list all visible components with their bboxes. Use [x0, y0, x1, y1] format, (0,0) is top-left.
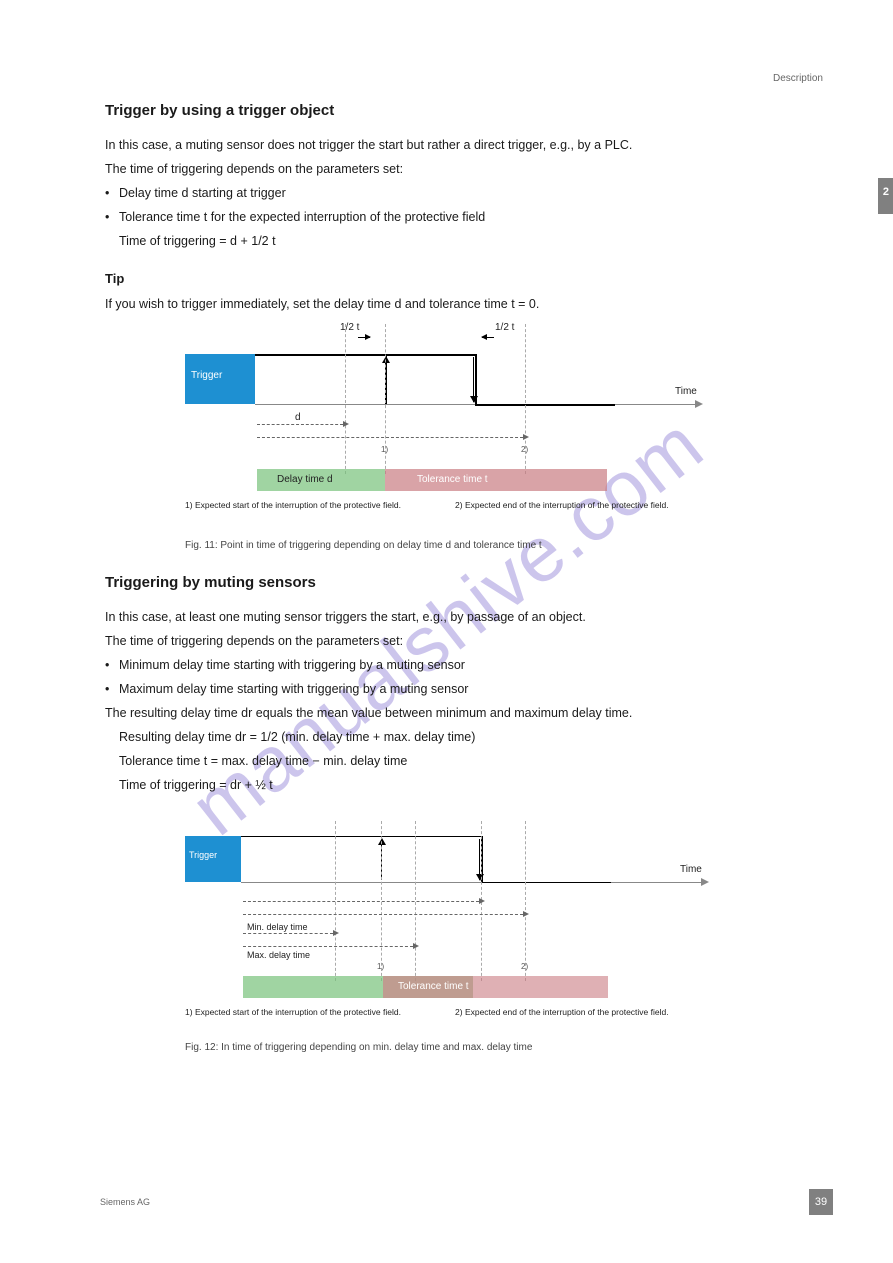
formula: Tolerance time t = max. delay time − min… — [105, 752, 795, 770]
footnote-marker: 1) — [377, 961, 384, 973]
arrow-right-icon — [701, 878, 709, 886]
half-t-label: 1/2 t — [495, 321, 514, 336]
diagram-muting-sensors: Trigger Time Min. del — [185, 811, 745, 1031]
formula: Resulting delay time dr = 1/2 (min. dela… — [105, 728, 795, 746]
trigger-label: Trigger — [191, 369, 222, 384]
heading-muting-sensors: Triggering by muting sensors — [105, 572, 795, 594]
time-label: Time — [675, 385, 697, 400]
footnote-text: 1) Expected start of the interruption of… — [185, 1006, 445, 1018]
paragraph: In this case, a muting sensor does not t… — [105, 136, 795, 154]
d-label: d — [295, 411, 301, 426]
bullet-item: Tolerance time t for the expected interr… — [105, 208, 795, 226]
min-delay-label: Min. delay time — [247, 921, 308, 934]
bullet-item: Minimum delay time starting with trigger… — [105, 656, 795, 674]
tip-heading: Tip — [105, 270, 795, 289]
footer-text: Siemens AG — [100, 1196, 150, 1209]
footnote-marker: 2) — [521, 961, 528, 973]
header-section: Description — [70, 72, 823, 87]
footnote-marker: 1) — [381, 444, 388, 456]
arrow-left-icon — [482, 337, 494, 338]
page-number: 39 — [809, 1189, 833, 1215]
footnote-text: 1) Expected start of the interruption of… — [185, 499, 445, 511]
time-label: Time — [680, 863, 702, 878]
figure-caption: Fig. 12: In time of triggering depending… — [185, 1041, 795, 1056]
main-content: Trigger by using a trigger object In thi… — [105, 100, 795, 1073]
time-axis — [241, 882, 701, 883]
section-tab-number: 2 — [883, 185, 889, 201]
footnote-marker: 2) — [521, 444, 528, 456]
tolerance-bar: Delay time d Tolerance time t — [257, 469, 607, 491]
heading-trigger-object: Trigger by using a trigger object — [105, 100, 795, 122]
paragraph: The time of triggering depends on the pa… — [105, 632, 795, 650]
arrow-down-icon — [473, 357, 474, 402]
arrow-down-icon — [479, 839, 480, 880]
paragraph: The resulting delay time dr equals the m… — [105, 704, 795, 722]
arrow-right-icon — [695, 400, 703, 408]
paragraph: The time of triggering depends on the pa… — [105, 160, 795, 178]
tolerance-label: Tolerance time t — [417, 473, 488, 488]
bullet-item: Delay time d starting at trigger — [105, 184, 795, 202]
formula: Time of triggering = dr + ½ t — [105, 776, 795, 794]
max-delay-label: Max. delay time — [247, 949, 310, 962]
formula: Time of triggering = d + 1/2 t — [105, 232, 795, 250]
footnote-text: 2) Expected end of the interruption of t… — [455, 1006, 715, 1018]
paragraph: In this case, at least one muting sensor… — [105, 608, 795, 626]
figure-caption: Fig. 11: Point in time of triggering dep… — [185, 539, 795, 554]
trigger-label: Trigger — [189, 849, 217, 862]
diagram-trigger-object: Trigger Time 1/2 t — [185, 329, 745, 529]
tolerance-label: Tolerance time t — [398, 980, 469, 995]
tolerance-bar: Tolerance time t — [243, 976, 608, 998]
delay-label: Delay time d — [277, 473, 333, 488]
tip-body: If you wish to trigger immediately, set … — [105, 295, 795, 313]
footnote-text: 2) Expected end of the interruption of t… — [455, 499, 715, 511]
bullet-item: Maximum delay time starting with trigger… — [105, 680, 795, 698]
half-t-label: 1/2 t — [340, 321, 359, 336]
arrow-right-icon — [358, 337, 370, 338]
